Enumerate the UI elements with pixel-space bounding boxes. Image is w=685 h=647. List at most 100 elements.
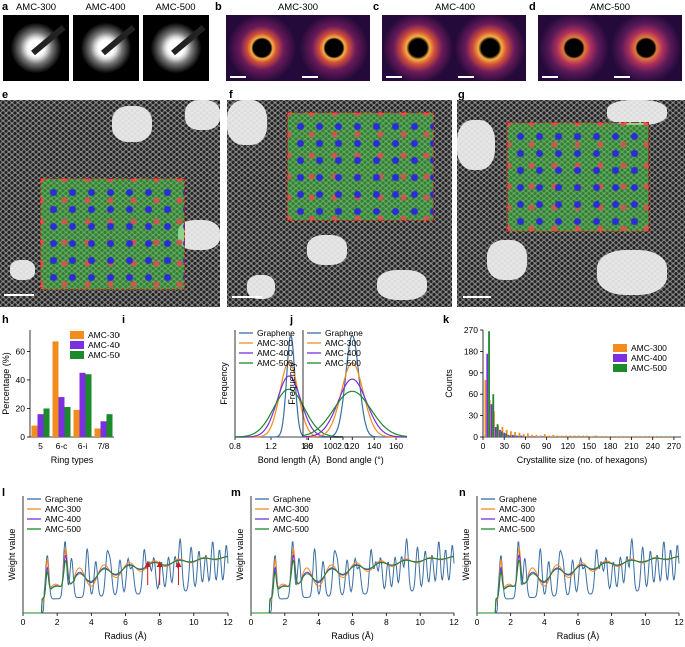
diffraction-pattern-amc400 <box>73 15 139 81</box>
bar <box>507 434 510 437</box>
bar <box>520 435 523 437</box>
y-tick-label: 270 <box>464 325 478 335</box>
bar <box>517 436 520 437</box>
bar <box>492 394 495 437</box>
panel-label-c: c <box>373 1 380 13</box>
structure-overlay-f <box>287 112 434 221</box>
legend-entry: AMC-400 <box>45 514 81 524</box>
legend-entry: AMC-400 <box>499 514 535 524</box>
x-tick-label: 6 <box>123 617 128 627</box>
legend-entry: AMC-500 <box>499 524 535 534</box>
bar <box>500 431 503 437</box>
bar <box>590 436 593 437</box>
bar <box>100 421 107 437</box>
series-line-amc-500 <box>23 556 229 614</box>
series-line-amc-500 <box>477 556 680 614</box>
red-arrow-head <box>144 561 151 567</box>
legend-swatch <box>70 351 84 359</box>
legend-entry: AMC-500 <box>45 524 81 534</box>
x-tick-label: 0 <box>481 441 486 451</box>
y-axis-label: Frequency <box>219 362 229 405</box>
bar <box>94 428 101 437</box>
series-line-amc-300 <box>23 547 229 614</box>
x-tick-label: 60 <box>521 441 531 451</box>
bar <box>543 434 546 437</box>
bar <box>484 379 487 437</box>
x-tick-label: 2 <box>55 617 60 627</box>
structure-overlay-e <box>40 178 185 290</box>
legend-entry: AMC-400 <box>631 353 667 363</box>
bar <box>654 436 657 437</box>
x-axis-label: Radius (Å) <box>104 631 147 641</box>
chart-k: Crystallite size (no. of hexagons) Counts… <box>444 325 681 465</box>
x-tick-label: 270 <box>667 441 681 451</box>
bar <box>607 436 610 437</box>
diffraction-pattern-amc300 <box>3 15 69 81</box>
red-arrow-head <box>175 561 182 567</box>
panel-label-h: h <box>2 314 9 326</box>
bar <box>531 434 534 437</box>
chart-h: Ring types Percentage (%) 0 20 40 60 5 6-c 6-i 7/… <box>1 330 120 465</box>
bar <box>52 341 59 437</box>
bar <box>620 436 623 437</box>
bar <box>510 431 512 437</box>
y-tick-label: 40 <box>16 375 26 385</box>
y-tick-label: 0 <box>473 432 478 442</box>
x-tick-label: 180 <box>603 441 617 451</box>
bar <box>628 436 631 437</box>
x-axis-label: Ring types <box>51 455 94 465</box>
bar <box>666 436 669 437</box>
bar <box>73 409 80 437</box>
legend-entry: AMC-400 <box>273 514 309 524</box>
bar <box>31 425 38 437</box>
panel-label-b: b <box>215 1 222 13</box>
legend-entry: AMC-300 <box>499 504 535 514</box>
bar <box>518 432 521 437</box>
bar <box>511 434 514 437</box>
series-line-graphene <box>23 538 229 614</box>
structure-overlay-g <box>507 122 649 232</box>
y-tick-label: 60 <box>469 389 479 399</box>
bar <box>490 404 493 437</box>
bar <box>513 435 516 437</box>
bar <box>106 414 113 437</box>
x-tick-label: 2.0 <box>337 441 349 451</box>
panel-b-title: AMC-300 <box>277 2 319 13</box>
x-tick-label: 7/8 <box>98 441 110 451</box>
bar <box>560 435 563 437</box>
bar <box>586 435 589 437</box>
series-line-amc-500 <box>302 390 408 437</box>
legend-entry: AMC-300 <box>273 504 309 514</box>
y-tick-label: 180 <box>464 346 478 356</box>
x-tick-label: 12 <box>674 617 684 627</box>
series-line-amc-300 <box>251 547 455 614</box>
legend-entry: AMC-300 <box>257 338 293 348</box>
x-tick-label: 210 <box>624 441 638 451</box>
bar <box>650 436 652 437</box>
bar <box>624 436 627 437</box>
x-tick-label: 6 <box>576 617 581 627</box>
x-tick-label: 2 <box>282 617 287 627</box>
bar <box>499 429 501 437</box>
bar <box>37 414 44 437</box>
panel-a-title-2: AMC-400 <box>85 2 126 13</box>
x-tick-label: 150 <box>582 441 596 451</box>
x-tick-label: 1.6 <box>301 441 313 451</box>
bar <box>599 436 601 437</box>
bar <box>637 436 640 437</box>
x-tick-label: 2 <box>508 617 513 627</box>
y-tick-label: 90 <box>469 368 479 378</box>
bar <box>539 435 542 437</box>
bar <box>509 435 512 437</box>
series-line-graphene <box>251 538 455 614</box>
panel-label-d: d <box>529 1 536 13</box>
x-tick-label: 10 <box>641 617 651 627</box>
panel-label-g: g <box>458 89 465 101</box>
legend-entry: Graphene <box>257 328 295 338</box>
y-tick-label: 0 <box>20 432 25 442</box>
x-tick-label: 90 <box>542 441 552 451</box>
chart-i: Bond length (Å) Frequency 0.8 1.2 1.6 2.0 Grap… <box>219 328 349 465</box>
bar <box>533 436 535 437</box>
